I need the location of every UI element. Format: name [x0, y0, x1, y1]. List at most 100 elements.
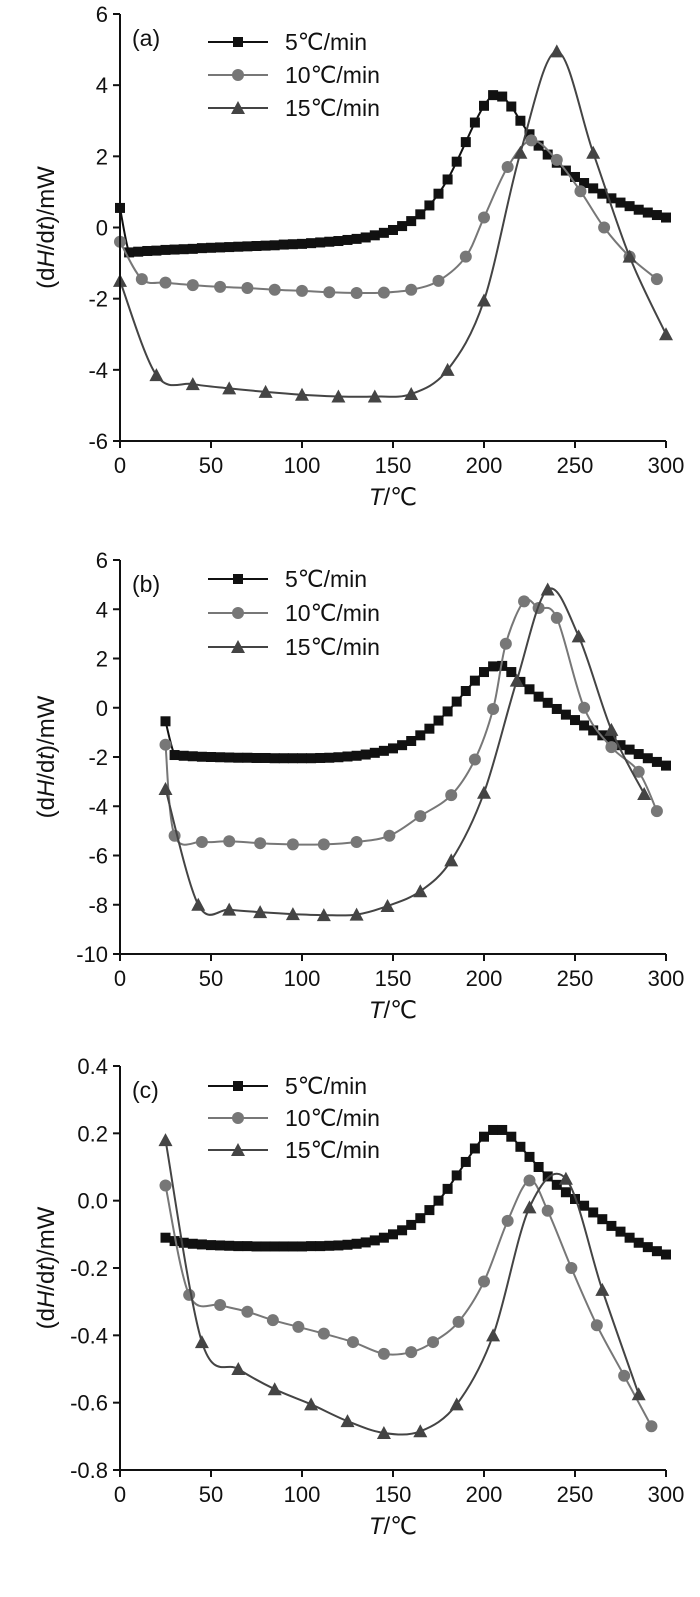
legend-item-1: 5℃/min — [208, 29, 367, 55]
legend-marker-triangle — [231, 101, 245, 114]
data-point-square — [524, 1151, 535, 1162]
series-triangle-3 — [158, 1133, 646, 1439]
data-point-square — [588, 183, 599, 194]
data-point-square — [624, 1232, 635, 1243]
data-point-circle — [296, 284, 308, 297]
legend-item-1: 5℃/min — [208, 566, 367, 592]
data-point-square — [333, 1240, 344, 1251]
data-point-square — [233, 1241, 244, 1252]
data-point-square — [378, 1232, 389, 1243]
data-point-circle — [427, 1336, 440, 1349]
data-point-circle — [223, 835, 236, 848]
data-point-square — [224, 752, 235, 763]
x-axis-label: T/℃ — [369, 1513, 417, 1540]
data-point-circle — [478, 1275, 490, 1288]
data-point-square — [187, 751, 198, 762]
data-point-triangle — [295, 387, 309, 401]
legend-marker-triangle — [231, 1143, 245, 1156]
legend: 5℃/min 10℃/min 15℃/min — [208, 29, 380, 121]
data-point-square — [160, 1232, 171, 1243]
data-point-circle — [650, 805, 663, 818]
data-point-square — [551, 1179, 562, 1190]
y-tick-label: 4 — [96, 597, 108, 622]
data-point-square — [533, 140, 544, 151]
x-tick-label: 300 — [648, 966, 685, 991]
data-point-triangle — [440, 362, 455, 376]
data-point-square — [287, 1241, 298, 1252]
data-point-square — [169, 750, 180, 761]
data-point-triangle — [558, 1171, 573, 1185]
data-point-square — [351, 750, 362, 761]
legend: 5℃/min 10℃/min 15℃/min — [208, 1073, 380, 1163]
data-point-square — [597, 1214, 608, 1225]
data-point-square — [260, 240, 271, 251]
x-tick-label: 250 — [557, 966, 594, 991]
data-point-square — [324, 236, 335, 247]
x-tick-label: 0 — [114, 966, 126, 991]
data-point-square — [497, 91, 508, 102]
data-point-square — [469, 117, 480, 128]
data-point-circle — [574, 185, 587, 198]
data-point-circle — [346, 1336, 359, 1349]
data-point-triangle — [376, 1425, 391, 1439]
data-point-square — [497, 1124, 508, 1135]
x-tick-label: 200 — [466, 966, 503, 991]
data-point-square — [388, 743, 398, 754]
data-point-circle — [286, 838, 299, 851]
data-point-square — [661, 1249, 671, 1260]
data-point-triangle — [449, 1397, 464, 1411]
y-tick-label: -2 — [88, 287, 108, 312]
data-point-square — [451, 696, 462, 707]
x-tick-label: 200 — [466, 1482, 503, 1507]
legend-item-2: 10℃/min — [208, 1105, 380, 1131]
data-point-triangle — [285, 907, 300, 921]
y-tick-label: -0.8 — [70, 1458, 108, 1483]
data-point-square — [160, 716, 171, 727]
y-axis-label: (dH/dt)/mW — [33, 166, 60, 289]
data-point-square — [488, 1124, 499, 1135]
data-point-circle — [487, 702, 500, 715]
data-point-square — [342, 234, 353, 245]
data-point-circle — [317, 838, 330, 851]
y-tick-label: 6 — [96, 548, 108, 573]
data-point-triangle — [586, 145, 601, 159]
y-tick-label: 0.2 — [77, 1121, 108, 1146]
legend-label: 5℃/min — [285, 566, 367, 592]
legend-item-3: 15℃/min — [208, 1137, 380, 1163]
data-point-square — [633, 749, 644, 760]
legend-item-2: 10℃/min — [208, 62, 380, 88]
data-point-square — [297, 753, 307, 764]
data-point-triangle — [194, 1335, 209, 1349]
legend-label: 5℃/min — [285, 29, 367, 55]
data-point-square — [324, 752, 335, 763]
data-point-triangle — [258, 384, 273, 398]
y-tick-label: 6 — [96, 2, 108, 27]
data-point-square — [306, 753, 317, 764]
data-point-square — [433, 188, 444, 199]
data-point-triangle — [380, 898, 395, 912]
data-point-circle — [383, 829, 396, 842]
data-point-circle — [186, 279, 199, 292]
data-point-circle — [445, 789, 458, 802]
data-point-square — [542, 1171, 553, 1182]
data-point-square — [315, 237, 326, 248]
series-circle-2 — [159, 1174, 658, 1433]
data-point-circle — [317, 1327, 330, 1340]
legend-label: 10℃/min — [285, 600, 380, 626]
legend-item-1: 5℃/min — [208, 1073, 367, 1099]
data-point-square — [597, 188, 608, 199]
y-tick-label: -0.6 — [70, 1391, 108, 1416]
legend-marker-square — [233, 574, 243, 584]
data-point-square — [388, 1229, 398, 1240]
data-point-circle — [650, 273, 663, 286]
data-point-square — [460, 686, 471, 697]
y-axis-label: (dH/dt)/mW — [33, 695, 60, 818]
data-point-circle — [377, 1347, 390, 1360]
data-point-square — [442, 174, 453, 185]
data-point-square — [278, 753, 289, 764]
data-point-triangle — [444, 853, 459, 867]
data-point-square — [506, 667, 517, 678]
data-point-triangle — [158, 782, 173, 796]
data-point-square — [460, 137, 471, 148]
